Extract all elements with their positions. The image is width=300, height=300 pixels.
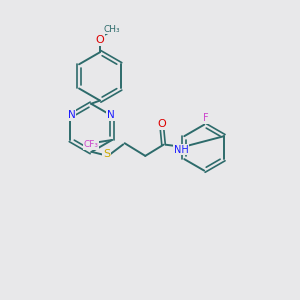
Text: CF₃: CF₃ <box>83 140 98 149</box>
Text: NH: NH <box>174 145 189 155</box>
Text: O: O <box>96 35 104 45</box>
Text: N: N <box>68 110 76 120</box>
Text: F: F <box>203 113 208 123</box>
Text: S: S <box>103 149 110 159</box>
Text: O: O <box>158 119 167 129</box>
Text: CH₃: CH₃ <box>104 25 121 34</box>
Text: N: N <box>107 110 114 120</box>
